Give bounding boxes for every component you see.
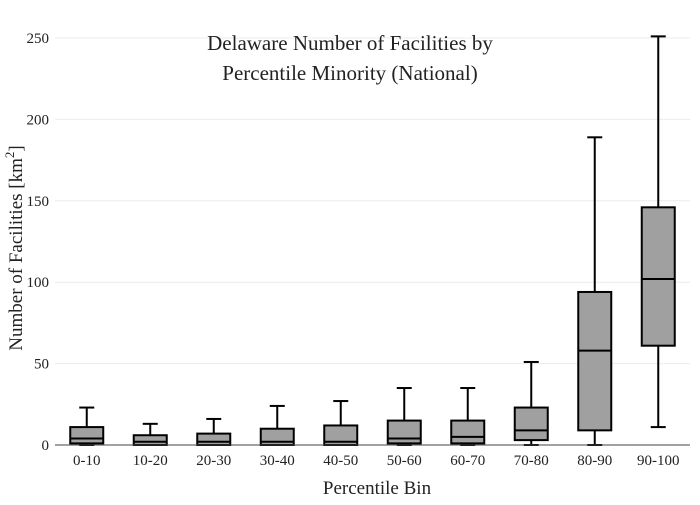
chart-title-line-2: Percentile Minority (National) xyxy=(222,61,477,85)
box-rect xyxy=(196,432,232,447)
box-rect xyxy=(577,290,613,432)
y-tick-label: 200 xyxy=(27,112,50,128)
box-30-40 xyxy=(259,404,295,447)
box-rect xyxy=(450,419,486,445)
x-axis-title: Percentile Bin xyxy=(323,478,432,499)
box-series xyxy=(69,35,676,447)
x-tick-label: 50-60 xyxy=(387,453,422,469)
x-tick-label: 20-30 xyxy=(196,453,231,469)
x-tick-label: 0-10 xyxy=(73,453,101,469)
x-tick-label: 10-20 xyxy=(133,453,168,469)
box-50-60 xyxy=(386,387,422,446)
box-80-90 xyxy=(577,136,613,446)
box-rect xyxy=(132,434,168,446)
y-tick-label: 50 xyxy=(34,357,49,373)
y-tick-label: 250 xyxy=(27,31,50,47)
x-tick-label: 40-50 xyxy=(323,453,358,469)
x-tick-label: 80-90 xyxy=(577,453,612,469)
y-axis-title-superscript: 2 xyxy=(2,152,17,159)
chart-title-line-1: Delaware Number of Facilities by xyxy=(207,31,493,55)
box-rect xyxy=(640,206,676,347)
box-rect xyxy=(69,426,105,445)
box-20-30 xyxy=(196,417,232,447)
y-tick-labels: 0 50 100 150 200 250 xyxy=(27,31,50,454)
box-40-50 xyxy=(323,400,359,446)
y-axis-title-end: ] xyxy=(6,145,27,151)
box-rect xyxy=(513,406,549,442)
box-rect xyxy=(386,419,422,445)
y-tick-label: 0 xyxy=(42,438,50,454)
box-0-10 xyxy=(69,406,105,446)
x-tick-label: 70-80 xyxy=(514,453,549,469)
x-tick-label: 60-70 xyxy=(450,453,485,469)
box-60-70 xyxy=(450,387,486,446)
y-axis-title: Number of Facilities [km2] xyxy=(2,145,27,350)
box-70-80 xyxy=(513,360,549,446)
box-90-100 xyxy=(640,35,676,429)
y-axis-title-main: Number of Facilities [km xyxy=(6,158,27,351)
y-tick-label: 150 xyxy=(27,194,50,210)
x-tick-label: 90-100 xyxy=(637,453,680,469)
y-tick-label: 100 xyxy=(27,275,50,291)
x-tick-label: 30-40 xyxy=(260,453,295,469)
box-10-20 xyxy=(132,422,168,446)
x-tick-labels: 0-10 10-20 20-30 30-40 40-50 50-60 60-70 70-80 8… xyxy=(73,453,680,469)
